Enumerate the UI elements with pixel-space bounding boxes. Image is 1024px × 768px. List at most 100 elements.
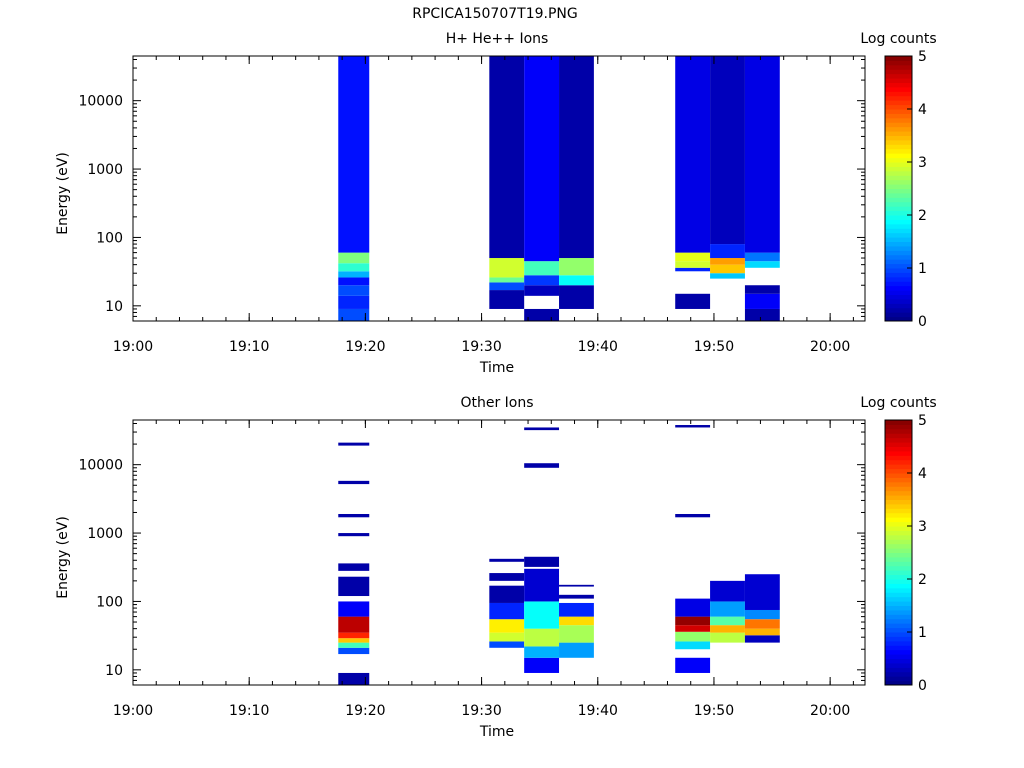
colorbar-tick-label: 1 <box>918 625 927 641</box>
colorbar-segment <box>885 223 912 229</box>
heatmap-cell <box>489 632 525 642</box>
heatmap-cell <box>710 616 745 626</box>
heatmap-cell <box>489 641 525 648</box>
colorbar-segment <box>885 455 912 461</box>
colorbar-segment <box>885 640 912 646</box>
heatmap-cell <box>675 631 711 642</box>
heatmap-cell <box>744 628 780 636</box>
colorbar-segment <box>885 56 912 61</box>
colorbar-segment <box>885 517 912 523</box>
x-tick-label: 19:00 <box>113 339 153 355</box>
colorbar-segment <box>885 676 912 682</box>
colorbar-segment <box>885 166 912 172</box>
heatmap-cell <box>524 427 560 431</box>
colorbar-segment <box>885 95 912 101</box>
heatmap-cell <box>338 632 370 639</box>
colorbar-segment <box>885 78 912 83</box>
heatmap-cell <box>710 632 745 643</box>
heatmap-cell <box>524 275 560 286</box>
colorbar-segment <box>885 583 912 589</box>
colorbar-segment <box>885 210 912 216</box>
colorbar-segment <box>885 490 912 496</box>
heatmap-cell <box>675 267 711 272</box>
colorbar-segment <box>885 245 912 251</box>
heatmap-cell <box>710 258 745 265</box>
colorbar-segment <box>885 632 912 637</box>
heatmap-cell <box>559 584 594 587</box>
colorbar-tick-label: 4 <box>918 466 927 482</box>
colorbar-segment <box>885 526 912 531</box>
panel-title: Other Ions <box>460 395 533 411</box>
colorbar-segment <box>885 312 912 318</box>
x-tick-label: 19:50 <box>694 339 734 355</box>
heatmap-cell <box>675 261 711 268</box>
colorbar-segment <box>885 579 912 584</box>
colorbar-segment <box>885 649 912 655</box>
colorbar-segment <box>885 91 912 97</box>
colorbar-segment <box>885 122 912 128</box>
heatmap-cell <box>524 261 560 276</box>
colorbar-segment <box>885 508 912 514</box>
heatmap-cell <box>559 602 594 617</box>
colorbar-segment <box>885 530 912 536</box>
colorbar-segment <box>885 268 912 273</box>
colorbar-segment <box>885 499 912 505</box>
heatmap-cell <box>524 628 560 647</box>
x-tick-label: 19:00 <box>113 703 153 719</box>
colorbar-segment <box>885 481 912 487</box>
colorbar-segment <box>885 206 912 212</box>
colorbar-segment <box>885 658 912 664</box>
colorbar-segment <box>885 303 912 309</box>
heatmap-cell <box>559 275 594 286</box>
colorbar-segment <box>885 662 912 668</box>
y-tick-label: 100 <box>96 594 123 610</box>
y-axis-label: Energy (eV) <box>55 152 71 235</box>
colorbar-segment <box>885 521 912 527</box>
colorbar-label: Log counts <box>860 395 936 411</box>
colorbar-tick-label: 0 <box>918 678 927 694</box>
heatmap-cell <box>338 576 370 597</box>
heatmap-cell <box>489 619 525 633</box>
colorbar-segment <box>885 565 912 571</box>
heatmap-cell <box>675 598 711 617</box>
heatmap-cell <box>710 56 745 245</box>
heatmap-cell <box>489 258 525 278</box>
heatmap-cell <box>489 573 525 581</box>
colorbar-segment <box>885 228 912 234</box>
colorbar-segment <box>885 627 912 633</box>
x-tick-label: 19:20 <box>345 703 385 719</box>
colorbar-segment <box>885 281 912 287</box>
colorbar-segment <box>885 64 912 70</box>
colorbar-segment <box>885 215 912 220</box>
heatmap-cell <box>675 616 711 626</box>
heatmap-cell <box>675 657 711 673</box>
colorbar-segment <box>885 645 912 651</box>
heatmap-cell <box>489 56 525 259</box>
colorbar-segment <box>885 596 912 602</box>
heatmap-cell <box>744 609 780 620</box>
heatmap-cell <box>744 252 780 262</box>
heatmap-cell <box>338 563 370 571</box>
heatmap-cell <box>489 277 525 283</box>
heatmap-cell <box>710 580 745 602</box>
colorbar-segment <box>885 241 912 247</box>
x-tick-label: 19:30 <box>461 703 501 719</box>
colorbar-segment <box>885 153 912 159</box>
panel-title: H+ He++ Ions <box>446 31 549 47</box>
colorbar-segment <box>885 109 912 114</box>
colorbar-tick-label: 2 <box>918 208 927 224</box>
heatmap-cell <box>338 56 370 253</box>
heatmap-cell <box>710 244 745 259</box>
heatmap-cell <box>524 646 560 658</box>
colorbar-segment <box>885 104 912 110</box>
colorbar-segment <box>885 285 912 291</box>
colorbar-segment <box>885 512 912 518</box>
heatmap-cell <box>489 585 525 603</box>
colorbar-segment <box>885 601 912 606</box>
colorbar-segment <box>885 232 912 238</box>
heatmap-cell <box>524 556 560 567</box>
colorbar-tick-label: 2 <box>918 572 927 588</box>
heatmap-cell <box>489 558 525 562</box>
heatmap-cell <box>524 308 560 321</box>
heatmap-cell <box>744 261 780 268</box>
